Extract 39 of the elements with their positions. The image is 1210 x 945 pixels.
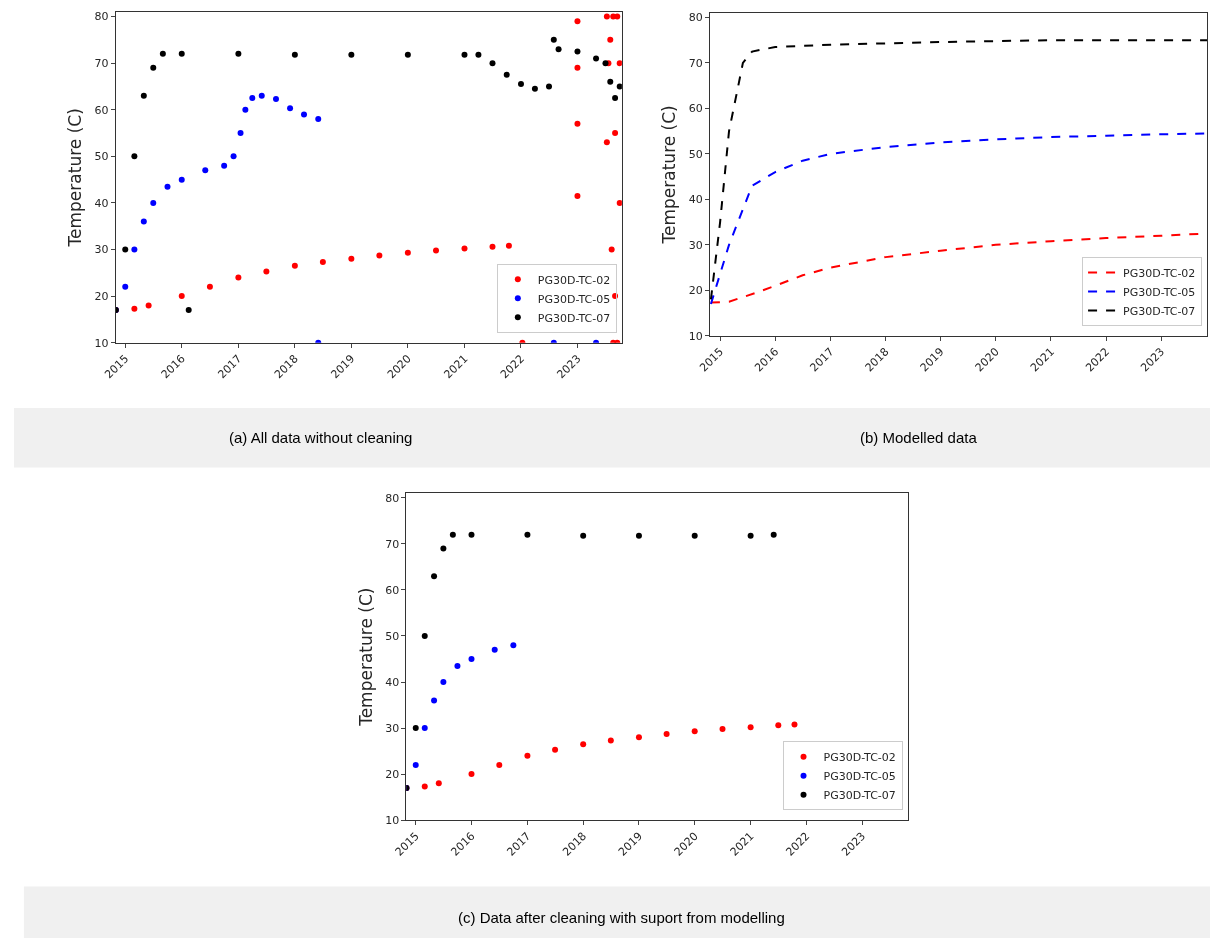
- legend-label: PG30D-TC-07: [1123, 304, 1196, 318]
- legend-label: PG30D-TC-02: [1123, 266, 1196, 280]
- y-tick-label: 50: [94, 150, 109, 164]
- y-tick-label: 80: [385, 491, 400, 505]
- legend-label: PG30D-TC-02: [537, 273, 611, 287]
- y-tick-label: 70: [688, 56, 703, 70]
- legend-label: PG30D-TC-02: [823, 751, 896, 765]
- legend-label: PG30D-TC-05: [823, 770, 896, 784]
- text: (b) Modelled data: [860, 429, 978, 446]
- y-tick-label: 50: [688, 147, 703, 161]
- y-axis-title: Temperature (C): [659, 105, 680, 245]
- y-tick-label: 20: [688, 284, 703, 298]
- y-tick-label: 60: [385, 583, 400, 597]
- y-tick-label: 40: [385, 675, 400, 689]
- legend-label: PG30D-TC-05: [537, 292, 611, 306]
- y-tick-label: 30: [688, 238, 703, 252]
- y-tick-label: 60: [688, 102, 703, 116]
- y-tick-label: 70: [385, 537, 400, 551]
- y-tick-label: 70: [94, 57, 109, 70]
- y-tick-label: 30: [385, 721, 400, 735]
- y-tick-label: 10: [385, 813, 400, 827]
- y-axis-title: Temperature (C): [65, 108, 86, 248]
- y-tick-label: 40: [94, 196, 109, 210]
- text: (a) All data without cleaning: [229, 429, 413, 446]
- y-tick-label: 80: [688, 11, 703, 25]
- y-tick-label: 40: [688, 193, 703, 207]
- legend-label: PG30D-TC-07: [823, 789, 896, 803]
- y-axis-title: Temperature (C): [355, 587, 376, 727]
- y-tick-label: 10: [688, 329, 703, 343]
- y-tick-label: 60: [94, 103, 109, 117]
- y-tick-label: 50: [385, 629, 400, 643]
- text: (c) Data after cleaning with suport from modelling: [458, 909, 785, 926]
- y-tick-label: 10: [94, 336, 109, 350]
- y-tick-label: 20: [94, 289, 109, 303]
- y-tick-label: 30: [94, 243, 109, 257]
- legend-label: PG30D-TC-07: [537, 311, 611, 325]
- y-tick-label: 80: [94, 10, 109, 24]
- legend-label: PG30D-TC-05: [1123, 285, 1196, 299]
- y-tick-label: 20: [385, 767, 400, 781]
